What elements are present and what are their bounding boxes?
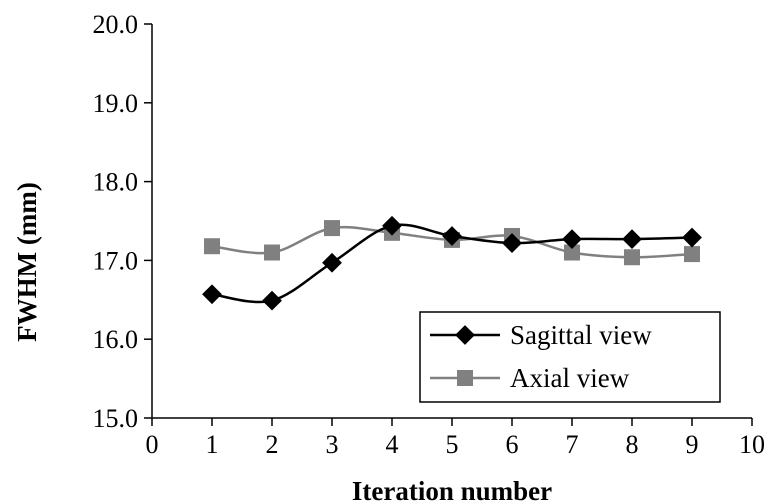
x-tick-label: 9 <box>686 430 699 459</box>
data-point-axial-view <box>684 246 700 263</box>
legend-label-sagittal: Sagittal view <box>510 320 652 350</box>
x-tick-label: 2 <box>266 430 279 459</box>
x-tick-label: 8 <box>626 430 639 459</box>
data-point-sagittal-view <box>202 284 222 305</box>
data-point-axial-view <box>624 249 640 266</box>
data-point-axial-view <box>264 244 280 261</box>
y-tick-label: 16.0 <box>93 325 139 354</box>
data-point-axial-view <box>564 244 580 261</box>
data-point-sagittal-view <box>682 227 702 248</box>
data-point-sagittal-view <box>322 252 342 273</box>
x-tick-label: 1 <box>206 430 219 459</box>
legend-box <box>419 311 721 403</box>
data-point-axial-view <box>204 238 220 255</box>
x-tick-label: 4 <box>386 430 399 459</box>
x-tick-label: 5 <box>446 430 459 459</box>
data-point-axial-view <box>324 220 340 237</box>
y-tick-label: 17.0 <box>93 246 139 275</box>
y-axis-title: FWHM (mm) <box>12 182 42 342</box>
x-axis-title: Iteration number <box>352 476 552 504</box>
data-point-sagittal-view <box>442 226 462 246</box>
x-tick-label: 3 <box>326 430 339 459</box>
legend: Sagittal view Axial view <box>419 311 721 403</box>
axes <box>144 23 753 426</box>
x-tick-label: 7 <box>566 430 579 459</box>
x-tick-label: 10 <box>739 430 765 459</box>
x-tick-label: 0 <box>146 430 159 459</box>
y-tick-label: 20.0 <box>93 10 139 39</box>
y-tick-label: 19.0 <box>93 89 139 118</box>
tick-labels: 15.0 16.0 17.0 18.0 19.0 20.0 0 1 2 3 4 5 6 7 8 9 10 <box>93 10 766 459</box>
y-tick-label: 18.0 <box>93 168 139 197</box>
y-tick-label: 15.0 <box>93 404 139 433</box>
x-tick-label: 6 <box>506 430 519 459</box>
series-layer <box>202 215 702 311</box>
data-point-sagittal-view <box>262 290 282 311</box>
legend-label-axial: Axial view <box>510 363 630 393</box>
data-point-sagittal-view <box>382 215 402 236</box>
legend-marker-sagittal <box>455 325 475 345</box>
data-point-sagittal-view <box>622 229 642 250</box>
legend-marker-axial <box>457 370 473 386</box>
